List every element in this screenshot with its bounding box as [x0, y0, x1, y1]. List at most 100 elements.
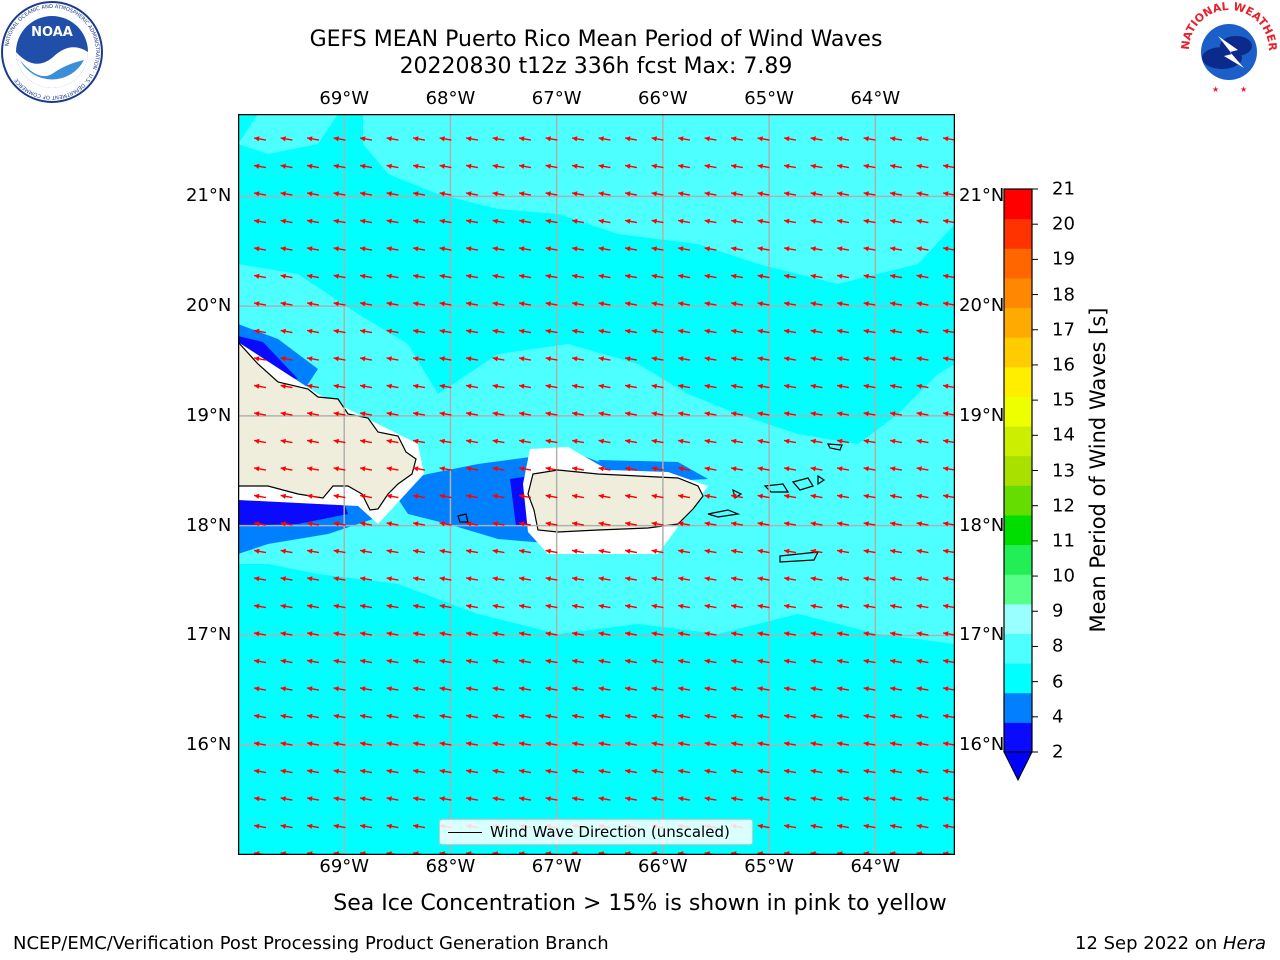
wind-arrow: [359, 191, 373, 197]
wind-arrow: [545, 438, 558, 444]
wind-arrow: [571, 741, 585, 747]
wind-arrow: [545, 383, 558, 389]
wind-arrow: [836, 383, 850, 389]
wind-arrow: [412, 686, 426, 692]
wind-arrow: [730, 631, 744, 637]
wind-arrow: [571, 438, 585, 444]
wind-arrow: [889, 768, 903, 774]
wind-arrow: [836, 823, 850, 829]
lon-tick-label: 65°W: [744, 88, 794, 109]
wind-arrow: [836, 796, 850, 802]
wind-arrow: [783, 438, 797, 444]
wind-arrow: [439, 796, 452, 802]
wind-arrow: [518, 548, 532, 554]
wind-arrow: [439, 356, 452, 362]
wind-arrow: [942, 383, 955, 389]
wind-arrow: [280, 576, 293, 582]
wind-arrow: [624, 246, 638, 252]
wind-arrow: [757, 603, 770, 609]
wind-arrow: [280, 631, 293, 637]
wind-arrow: [916, 521, 929, 527]
colorbar-extend-arrow: [1003, 751, 1033, 782]
wind-arrow: [651, 301, 664, 307]
wind-arrow: [253, 823, 267, 829]
wind-arrow: [439, 768, 452, 774]
wind-arrow: [757, 796, 770, 802]
lat-tick-label: 20°N: [959, 295, 1005, 317]
wind-arrow: [253, 273, 267, 279]
colorbar-tick-label: 2: [1052, 741, 1064, 763]
wind-arrow: [889, 438, 903, 444]
wind-arrow: [306, 493, 320, 499]
wind-arrow: [783, 521, 797, 527]
wind-arrow: [253, 741, 267, 747]
wind-arrow: [492, 383, 505, 389]
wind-arrow: [783, 301, 797, 307]
wind-arrow: [836, 631, 850, 637]
wind-arrow: [306, 191, 320, 197]
wind-arrow: [730, 273, 744, 279]
wind-arrow: [889, 191, 903, 197]
wind-arrow: [757, 163, 770, 169]
wind-arrow: [810, 548, 823, 554]
wind-arrow: [306, 356, 320, 362]
wind-arrow: [916, 191, 929, 197]
wind-arrow: [598, 576, 611, 582]
wind-arrow: [333, 713, 346, 719]
wind-arrow: [863, 548, 876, 554]
wind-arrow: [465, 411, 479, 417]
wind-arrow: [253, 191, 267, 197]
wind-arrow: [863, 136, 876, 142]
wind-arrow: [783, 823, 797, 829]
colorbar-tick-label: 19: [1052, 248, 1075, 270]
wind-arrow: [836, 576, 850, 582]
lat-tick-label: 19°N: [186, 404, 232, 426]
lon-tick-label: 64°W: [850, 88, 901, 109]
wind-arrow: [863, 768, 876, 774]
lon-tick-label: 67°W: [531, 856, 582, 877]
colorbar-segment: [1004, 663, 1032, 694]
wind-arrow: [651, 548, 664, 554]
wind-arrow: [386, 411, 399, 417]
wind-arrow: [783, 191, 797, 197]
wind-arrow: [571, 548, 585, 554]
wind-arrow: [439, 136, 452, 142]
wind-arrow: [518, 356, 532, 362]
wind-arrow: [942, 796, 955, 802]
wind-arrow: [783, 768, 797, 774]
wind-arrow: [942, 658, 955, 664]
wind-arrow: [677, 466, 691, 472]
wind-arrow: [730, 548, 744, 554]
wind-arrow: [730, 493, 744, 499]
lat-tick-label: 20°N: [186, 295, 232, 317]
colorbar-segment: [1004, 218, 1032, 249]
wind-arrow: [492, 603, 505, 609]
colorbar-segment: [1004, 337, 1032, 368]
wind-arrow: [783, 631, 797, 637]
wind-arrow: [333, 191, 346, 197]
puerto-rico-land: [527, 469, 704, 533]
wind-arrow: [730, 136, 744, 142]
wind-arrow: [783, 796, 797, 802]
wave-period-map: [238, 114, 955, 855]
wind-arrow: [333, 136, 346, 142]
wind-arrow: [359, 658, 373, 664]
wind-arrow: [651, 796, 664, 802]
wind-arrow: [677, 631, 691, 637]
wind-arrow: [253, 246, 267, 252]
wind-arrow: [757, 301, 770, 307]
wind-arrow: [412, 713, 426, 719]
lat-tick-label: 19°N: [959, 404, 1005, 426]
wind-arrow: [889, 493, 903, 499]
wind-arrow: [810, 823, 823, 829]
wind-arrow: [942, 273, 955, 279]
wind-arrow: [439, 493, 452, 499]
wind-arrow: [465, 356, 479, 362]
wind-arrow: [783, 548, 797, 554]
wind-arrow: [359, 273, 373, 279]
wind-arrow: [412, 356, 426, 362]
wind-arrow: [306, 328, 320, 334]
wind-arrow: [280, 328, 293, 334]
wind-arrow: [651, 493, 664, 499]
wind-arrow: [624, 658, 638, 664]
